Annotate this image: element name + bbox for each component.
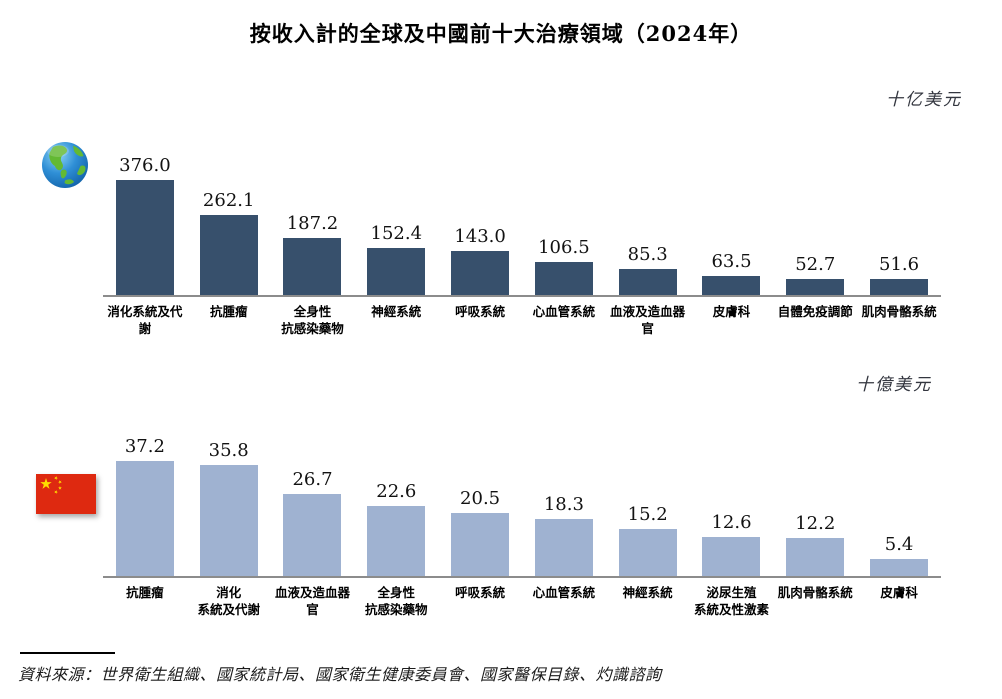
footnote-divider [20, 652, 115, 654]
bar-slot: 35.8 [187, 440, 271, 576]
category-label: 抗腫瘤 [209, 304, 248, 319]
bar-slot: 5.4 [857, 534, 941, 576]
bar-slot: 63.5 [690, 251, 774, 295]
bar-slot: 22.6 [354, 481, 438, 576]
bar-value-label: 187.2 [286, 212, 339, 234]
category-row: 消化系統及代謝 抗腫瘤 全身性 抗感染藥物 神經系統 呼吸系統 心血管系統 血液及造血器官 皮… [103, 297, 941, 338]
category-label: 神經系統 [371, 304, 422, 319]
china-bar-chart: 37.2 35.8 26.7 22.6 20.5 18.3 15.2 12.6 12.2 5.4 … [103, 431, 941, 619]
bar-value-label: 5.4 [884, 534, 914, 556]
chart-title: 按收入計的全球及中國前十大治療領域（2024年） [249, 21, 753, 46]
bar [870, 279, 929, 295]
category-label: 神經系統 [622, 585, 673, 600]
bar [199, 214, 258, 295]
bars-row: 376.0 262.1 187.2 152.4 143.0 106.5 85.3 63.5 52… [103, 150, 941, 297]
bar [115, 180, 174, 295]
bar-slot: 52.7 [773, 254, 857, 295]
bar-value-label: 15.2 [627, 504, 668, 525]
bar-value-label: 262.1 [202, 189, 255, 211]
bar [451, 512, 510, 576]
bar [618, 268, 677, 295]
bar-value-label: 85.3 [627, 243, 668, 265]
bar [786, 278, 845, 295]
bar [702, 275, 761, 295]
bar-slot: 12.2 [773, 513, 857, 576]
source-note: 資料來源：世界衛生組織、國家統計局、國家衛生健康委員會、國家醫保目錄、灼識諮詢 [18, 665, 662, 684]
bar [199, 465, 258, 576]
bar [451, 251, 510, 295]
category-label: 消化 系統及代謝 [197, 585, 260, 617]
category-label: 抗腫瘤 [126, 585, 164, 600]
bar-slot: 26.7 [271, 468, 355, 576]
unit-label-global: 十亿美元 [886, 90, 962, 110]
bar-slot: 20.5 [438, 488, 522, 576]
bar-slot: 143.0 [438, 226, 522, 295]
bar-slot: 15.2 [606, 504, 690, 576]
bar-slot: 262.1 [187, 190, 271, 295]
bar-value-label: 143.0 [454, 226, 506, 248]
category-label: 呼吸系統 [455, 585, 506, 600]
category-label: 皮膚科 [880, 585, 918, 600]
bar-slot: 106.5 [522, 237, 606, 295]
bar-value-label: 22.6 [376, 481, 417, 503]
bar-value-label: 106.5 [538, 237, 590, 259]
china-flag-icon [36, 474, 96, 514]
bar-slot: 37.2 [103, 436, 187, 576]
bar-slot: 18.3 [522, 494, 606, 576]
bar [702, 537, 761, 576]
category-label: 全身性 抗感染藥物 [281, 304, 344, 336]
bar-value-label: 152.4 [370, 223, 423, 245]
category-label: 皮膚科 [712, 304, 751, 319]
category-label: 全身性 抗感染藥物 [365, 585, 428, 617]
bar [283, 237, 342, 295]
bar-value-label: 63.5 [711, 250, 752, 272]
bar-slot: 12.6 [690, 512, 774, 576]
bar [367, 506, 426, 576]
bar [870, 559, 929, 576]
bar-value-label: 20.5 [460, 487, 501, 509]
category-row: 抗腫瘤 消化 系統及代謝 血液及造血器官 全身性 抗感染藥物 呼吸系統 心血管系統 神經系統… [103, 578, 941, 619]
bar-slot: 85.3 [606, 244, 690, 295]
bar [786, 538, 845, 576]
bar [367, 248, 426, 295]
global-bar-chart: 376.0 262.1 187.2 152.4 143.0 106.5 85.3 63.5 52… [103, 150, 941, 338]
category-label: 自體免疫調節 [777, 304, 853, 319]
category-label: 血液及造血器官 [274, 585, 350, 617]
bar [534, 262, 593, 295]
bar-value-label: 52.7 [795, 253, 836, 275]
category-label: 消化系統及代謝 [107, 304, 183, 336]
bar-value-label: 376.0 [119, 155, 171, 176]
bar-slot: 376.0 [103, 155, 187, 295]
category-label: 肌肉骨骼系統 [861, 304, 937, 319]
category-label: 呼吸系統 [455, 304, 506, 319]
bar-value-label: 26.7 [292, 468, 333, 490]
bar-value-label: 12.2 [795, 513, 836, 535]
unit-label-china: 十億美元 [856, 375, 932, 395]
category-label: 心血管系統 [532, 304, 596, 319]
category-label: 血液及造血器官 [610, 304, 686, 336]
bar [618, 529, 677, 576]
globe-icon [40, 139, 90, 189]
bar-slot: 187.2 [271, 213, 355, 295]
bar [534, 519, 593, 576]
bar-value-label: 51.6 [879, 254, 920, 276]
category-label: 肌肉骨骼系統 [777, 585, 853, 600]
bar-value-label: 37.2 [124, 436, 165, 457]
bar-slot: 152.4 [354, 223, 438, 295]
bar-value-label: 35.8 [208, 440, 249, 462]
bar [283, 493, 342, 576]
bar [115, 461, 174, 576]
bar-slot: 51.6 [857, 254, 941, 295]
bar-value-label: 18.3 [543, 494, 584, 516]
category-label: 泌尿生殖 系統及性激素 [693, 585, 769, 617]
bar-value-label: 12.6 [711, 512, 752, 533]
bars-row: 37.2 35.8 26.7 22.6 20.5 18.3 15.2 12.6 12.2 5.4 [103, 431, 941, 578]
category-label: 心血管系統 [532, 585, 596, 600]
